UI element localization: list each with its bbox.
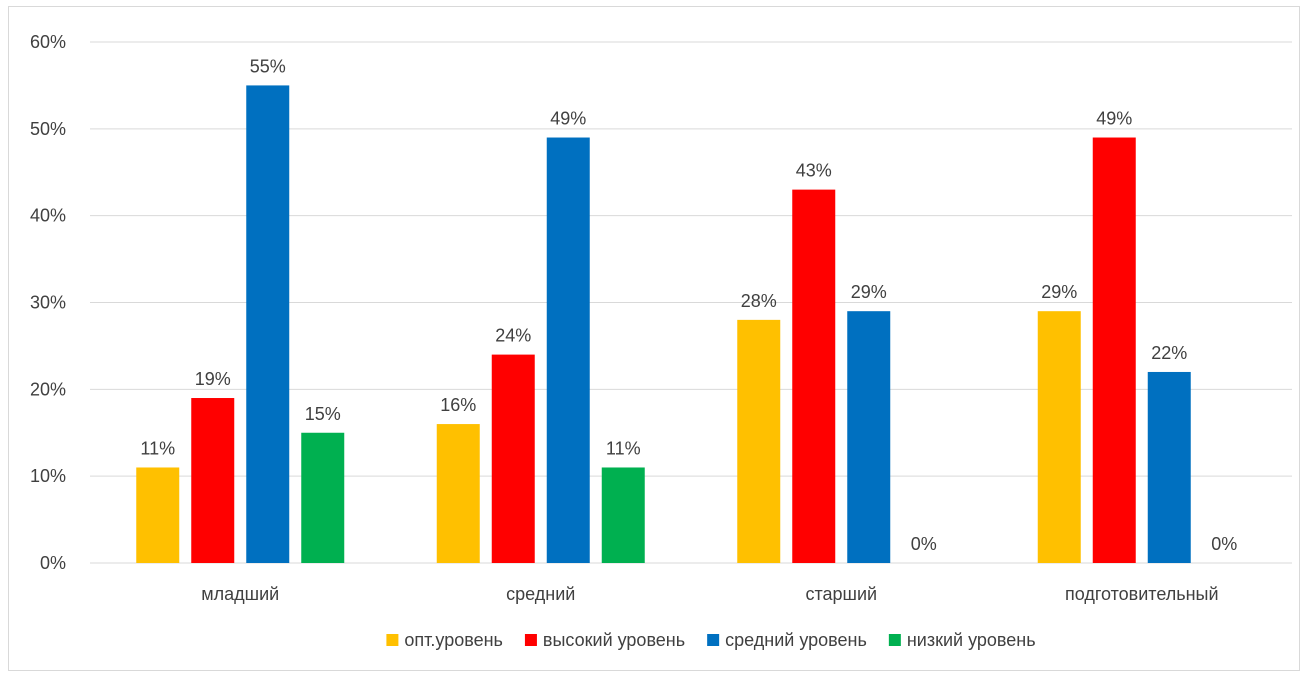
data-label: 55% (250, 56, 286, 76)
legend-label: низкий уровень (907, 630, 1036, 650)
data-label: 15% (305, 404, 341, 424)
x-category-label: младший (201, 584, 279, 604)
data-label: 49% (550, 109, 586, 129)
x-category-label: старший (805, 584, 877, 604)
bar (546, 137, 590, 563)
bar (436, 424, 480, 563)
y-tick-label: 50% (30, 119, 66, 139)
y-tick-label: 10% (30, 466, 66, 486)
y-tick-label: 30% (30, 293, 66, 313)
data-label: 29% (1041, 282, 1077, 302)
legend-swatch (707, 634, 720, 646)
data-label: 43% (796, 161, 832, 181)
y-tick-label: 20% (30, 379, 66, 399)
data-labels: 11% 19% 55% 15% 16% 24% 49% 11% 28% 43% 29% 0% 29% 49… (140, 56, 1237, 554)
legend-swatch (888, 634, 901, 646)
bar (191, 398, 235, 563)
data-label: 29% (851, 282, 887, 302)
legend-swatch (524, 634, 537, 646)
bar (737, 319, 781, 563)
legend: опт.уровень высокий уровень средний уровен… (386, 630, 1036, 650)
legend-label: высокий уровень (543, 630, 685, 650)
data-label: 0% (1211, 534, 1237, 554)
data-label: 49% (1096, 109, 1132, 129)
data-label: 0% (911, 534, 937, 554)
data-label: 22% (1151, 343, 1187, 363)
data-label: 19% (195, 369, 231, 389)
bar (246, 85, 290, 564)
y-tick-label: 60% (30, 32, 66, 52)
legend-label: средний уровень (725, 630, 867, 650)
bar (136, 467, 180, 563)
data-label: 24% (495, 326, 531, 346)
data-label: 16% (440, 395, 476, 415)
legend-swatch (386, 634, 399, 646)
bar (847, 311, 891, 563)
x-category-label: средний (506, 584, 575, 604)
x-category-label: подготовительный (1065, 584, 1219, 604)
data-label: 11% (606, 438, 641, 458)
y-tick-label: 40% (30, 206, 66, 226)
bar (301, 432, 345, 563)
y-axis-tick-labels: 0% 10% 20% 30% 40% 50% 60% (30, 32, 66, 573)
y-tick-label: 0% (40, 553, 66, 573)
bar (601, 467, 645, 563)
bar (1147, 371, 1191, 563)
bar (1037, 311, 1081, 563)
x-axis-category-labels: младший средний старший подготовительный (201, 584, 1218, 604)
bar (1092, 137, 1136, 563)
data-label: 28% (741, 291, 777, 311)
data-label: 11% (140, 438, 175, 458)
legend-label: опт.уровень (404, 630, 503, 650)
bar (792, 189, 836, 563)
bars (136, 85, 1191, 564)
gridlines (90, 41, 1292, 564)
bar (491, 354, 535, 563)
